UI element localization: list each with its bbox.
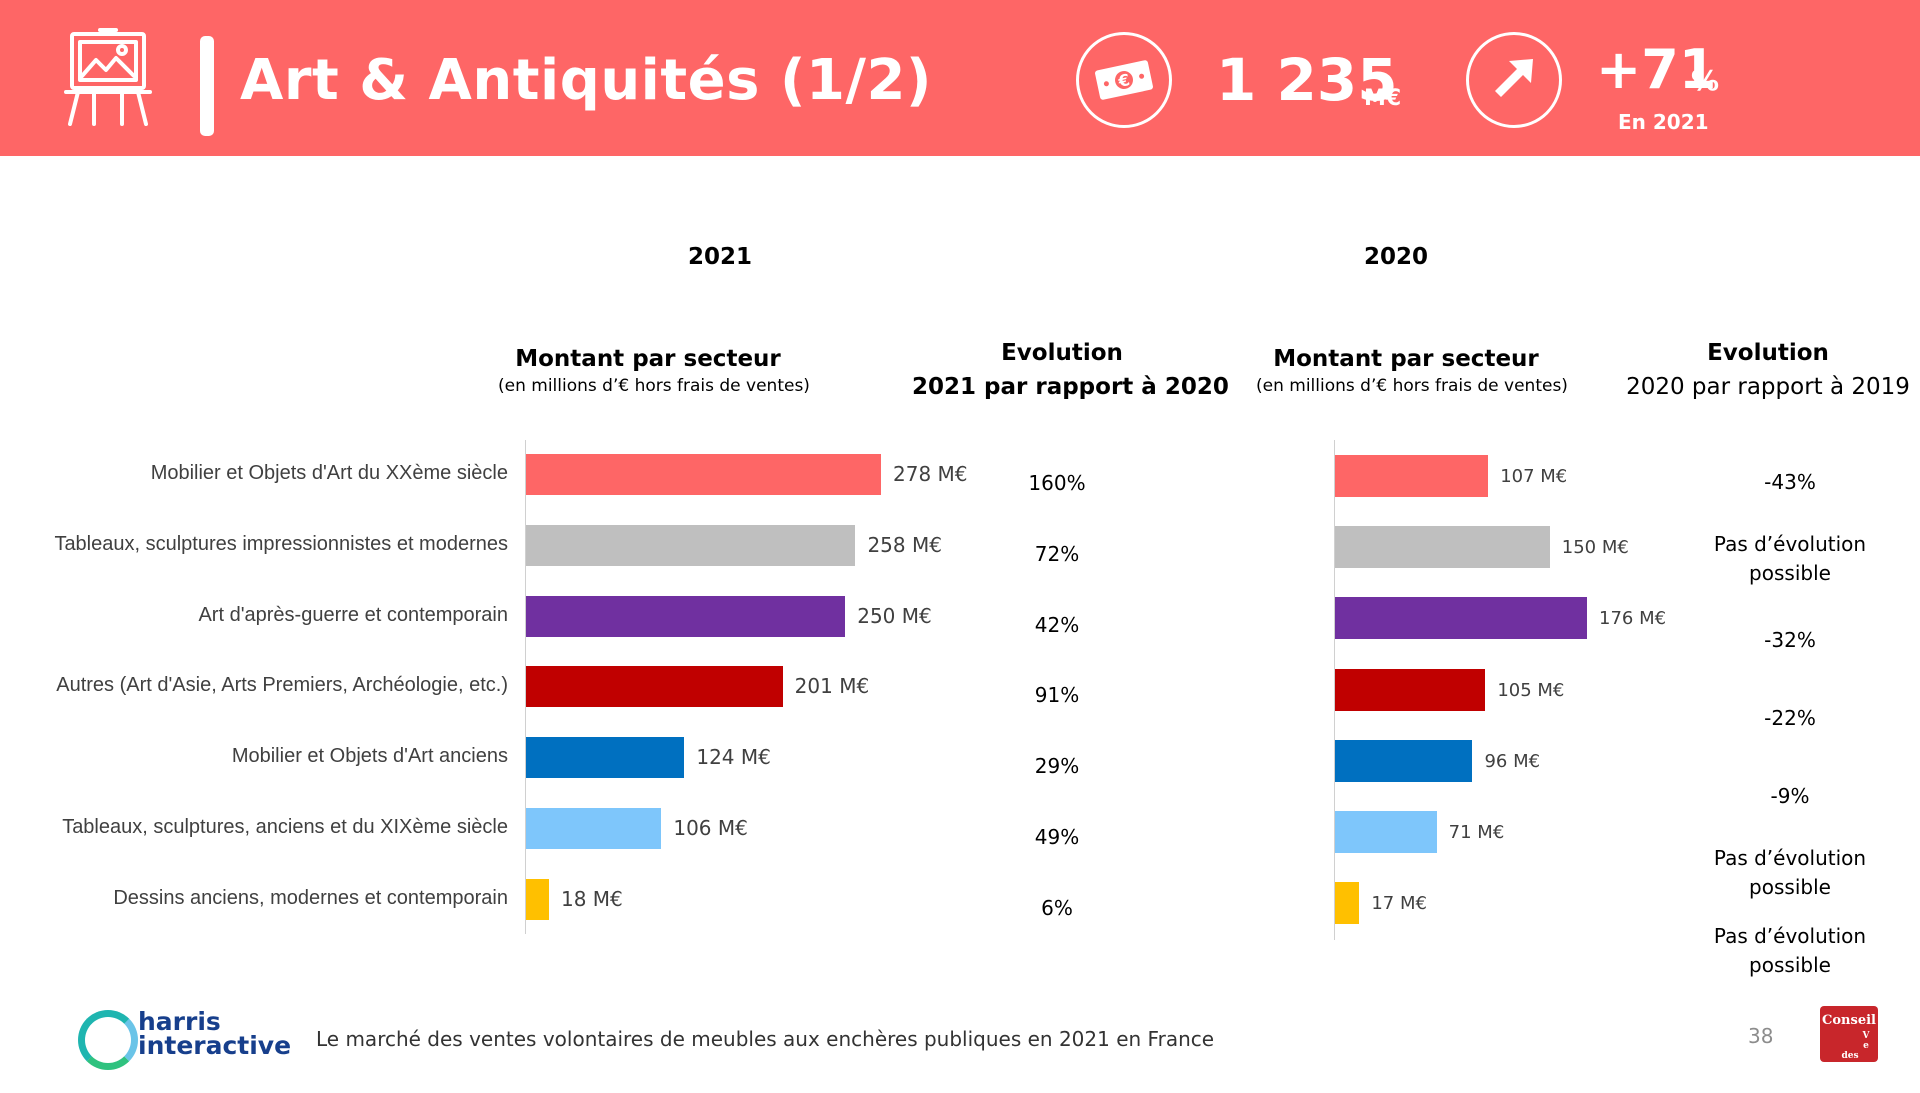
page-number: 38 [1748,1024,1774,1048]
axis-2021 [525,440,526,934]
bar-2021 [526,878,549,920]
bar-label-2020: 105 M€ [1497,679,1565,701]
montant-header-2021: Montant par secteur (en millions d’€ hor… [498,346,810,396]
growth-kpi-circle [1466,32,1562,128]
kpi-amount-value: 1 235 [1216,46,1398,114]
banknote-icon: € [1095,60,1153,100]
evolution-2020: Pas d’évolution possible [1713,846,1867,899]
bar-label-2021: 258 M€ [867,532,942,557]
category-label: Tableaux, sculptures, anciens et du XIXè… [62,816,508,838]
year-2021-label: 2021 [688,244,753,270]
bar-label-2021: 124 M€ [696,745,771,770]
brand-line-1: harris [138,1007,221,1036]
evolution-2020: -9% [1770,784,1810,808]
title-separator [200,36,214,136]
category-label: Autres (Art d'Asie, Arts Premiers, Arché… [56,674,508,697]
svg-text:Conseil: Conseil [1822,1013,1876,1028]
montant-title-2021: Montant par secteur [515,346,781,372]
bar-2020 [1335,739,1473,782]
bar-2021 [526,737,685,779]
evolution-2020: Pas d’évolution possible [1713,532,1867,585]
evolution-2021: 91% [1034,683,1080,708]
bar-label-2020: 17 M€ [1371,893,1427,915]
evolution-period-2020: 2020 par rapport à 2019 [1626,374,1910,400]
evolution-period-2021: 2021 par rapport à 2020 [912,374,1229,400]
easel-painting-icon [64,28,152,126]
axis-2020 [1334,440,1335,940]
bar-label-2021: 278 M€ [893,462,968,486]
bar-label-2020: 150 M€ [1561,537,1629,559]
svg-text:des: des [1841,1051,1858,1061]
money-kpi-circle: € [1076,32,1172,128]
bar-label-2021: 18 M€ [560,886,623,911]
brand-line-2: interactive [138,1031,292,1060]
bar-2020 [1335,668,1486,711]
header-banner [0,0,1920,156]
evolution-header-2020: Evolution 2020 par rapport à 2019 [1618,336,1918,404]
bar-label-2021: 106 M€ [673,816,748,840]
evolution-2021: 72% [1034,541,1080,566]
category-label: Tableaux, sculptures impressionnistes et… [54,532,508,555]
bar-2020 [1335,882,1360,925]
bar-2021 [526,524,856,566]
bar-2020 [1335,597,1587,640]
category-label: Mobilier et Objets d'Art anciens [231,745,508,768]
conseil-ventes-logo: Conseil V e des [1820,1006,1878,1062]
evolution-2021: 29% [1034,754,1080,779]
category-label: Art d'après-guerre et contemporain [198,603,508,626]
bar-label-2021: 201 M€ [794,674,870,699]
bar-2020 [1335,526,1550,569]
evolution-header-2021: Evolution 2021 par rapport à 2020 [912,336,1229,404]
montant-subtitle-2021: (en millions d’€ hors frais de ventes) [498,376,810,396]
bar-label-2020: 96 M€ [1484,750,1541,772]
montant-title-2020: Montant par secteur [1273,346,1539,372]
kpi-amount-unit: M€ [1364,86,1402,111]
svg-text:e: e [1863,1041,1869,1051]
evolution-2020: -22% [1764,706,1816,730]
bar-2021 [526,666,783,708]
footer-caption: Le marché des ventes volontaires de meub… [316,1027,1215,1051]
category-label: Mobilier et Objets d'Art du XXème siècle [150,462,508,484]
svg-text:€: € [1116,70,1132,91]
bar-2020 [1335,811,1437,853]
category-label: Dessins anciens, modernes et contemporai… [113,886,508,909]
evolution-title-2021: Evolution [1001,340,1123,366]
bar-label-2021: 250 M€ [857,603,932,628]
evolution-2020: -43% [1764,470,1816,494]
evolution-2021: 49% [1034,825,1080,849]
evolution-2020: -32% [1764,628,1816,652]
bar-label-2020: 107 M€ [1500,466,1568,487]
page-title: Art & Antiquités (1/2) [240,48,933,113]
svg-text:V: V [1862,1031,1871,1041]
kpi-growth-subtitle: En 2021 [1618,110,1709,134]
evolution-2020: Pas d’évolution possible [1713,924,1867,977]
bar-label-2020: 176 M€ [1599,608,1667,630]
montant-subtitle-2020: (en millions d’€ hors frais de ventes) [1256,376,1568,396]
bar-2020 [1335,455,1489,497]
evolution-2021: 160% [1028,471,1086,495]
arrow-up-right-icon [1495,59,1533,97]
evolution-2021: 6% [1041,895,1073,920]
evolution-2021: 42% [1034,612,1080,637]
kpi-growth-value: +71 [1596,38,1717,101]
bar-2021 [526,454,881,495]
bar-2021 [526,595,846,637]
harris-interactive-logo: harris interactive [138,1007,292,1060]
harris-logo-ring [78,1010,138,1070]
kpi-growth-unit: % [1691,64,1720,97]
year-2020-label: 2020 [1364,244,1429,270]
evolution-title-2020: Evolution [1707,340,1829,366]
bar-2021 [526,808,662,849]
bar-label-2020: 71 M€ [1448,822,1505,843]
montant-header-2020: Montant par secteur (en millions d’€ hor… [1256,346,1568,396]
conseil-ventes-logo-mark: Conseil V e des [1822,1013,1876,1061]
